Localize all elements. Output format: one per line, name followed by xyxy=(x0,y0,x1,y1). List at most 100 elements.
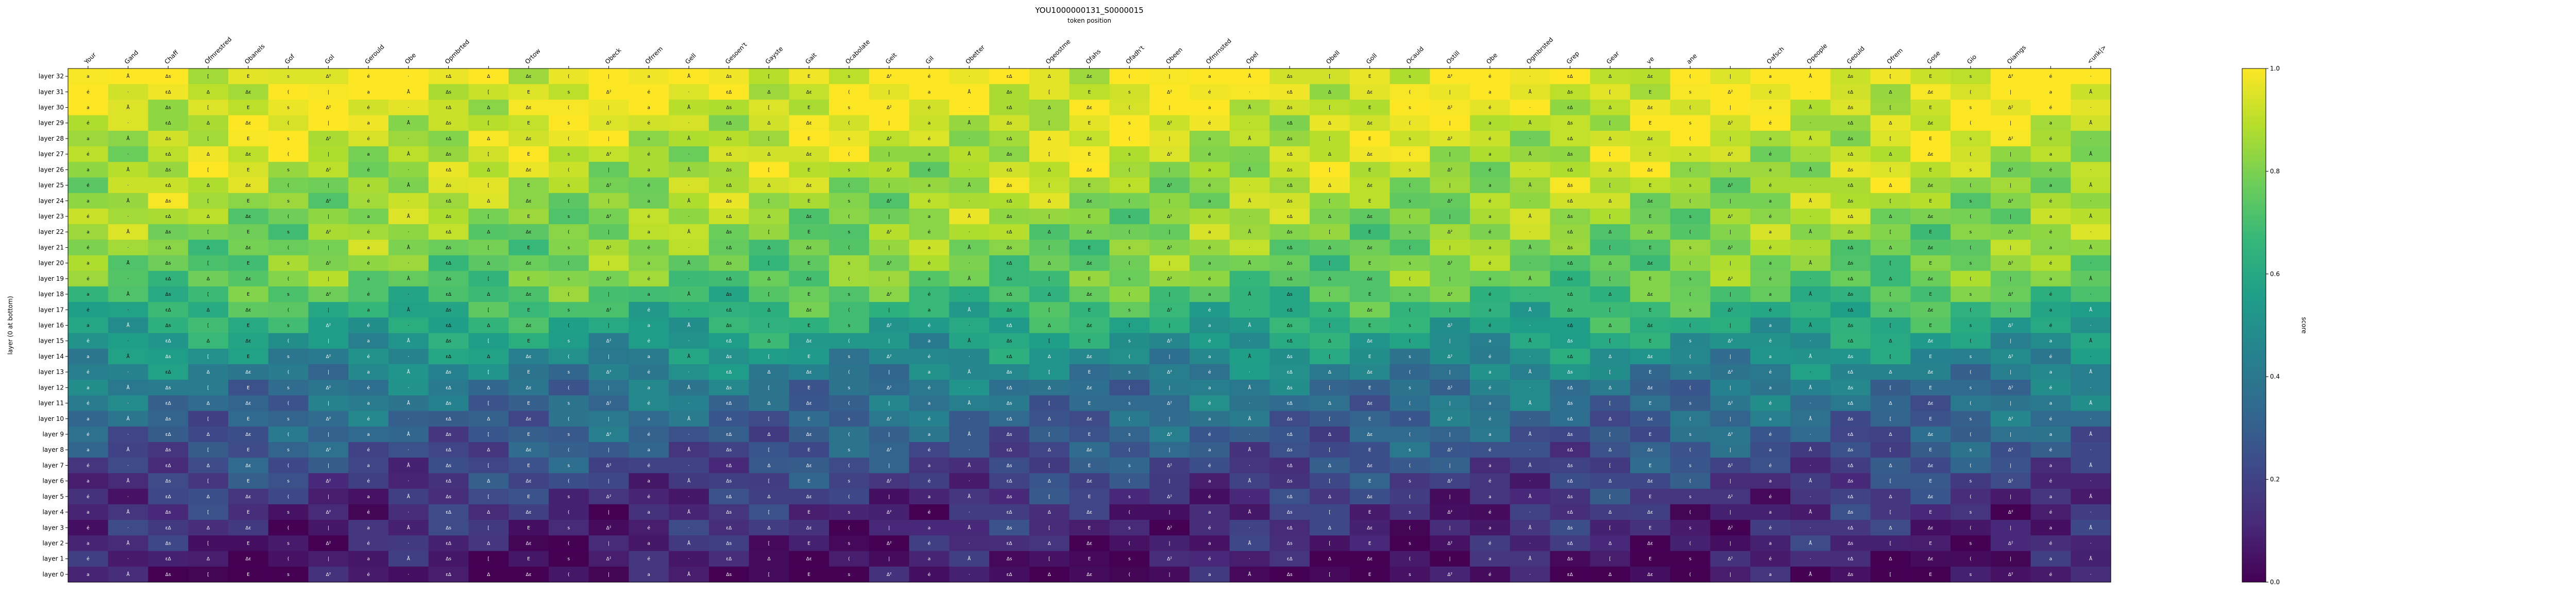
heatmap-cell-label: é xyxy=(1769,432,1772,437)
heatmap-cell xyxy=(1269,84,1310,100)
heatmap-cell xyxy=(108,177,149,194)
heatmap-cell-label: | xyxy=(1449,183,1451,189)
heatmap-cell-label: ( xyxy=(568,137,570,142)
heatmap-cell-label: ( xyxy=(1409,214,1411,219)
heatmap-cell-label: Δ xyxy=(767,370,771,375)
heatmap-cell-label: εΔ xyxy=(1287,308,1293,313)
heatmap-cell-label: Δs xyxy=(165,324,171,329)
heatmap-cell-label: Δε xyxy=(806,495,812,500)
heatmap-cell xyxy=(2030,302,2071,318)
heatmap-cell xyxy=(308,130,349,147)
heatmap-cell-label: a xyxy=(928,495,931,500)
heatmap-cell-label: [ xyxy=(488,557,490,562)
heatmap-cell-label: εΔ xyxy=(446,167,452,173)
heatmap-cell xyxy=(708,364,750,380)
heatmap-cell-label: εΔ xyxy=(1567,230,1573,235)
heatmap-cell xyxy=(108,348,149,365)
heatmap-cell-label: · xyxy=(1529,106,1531,111)
heatmap-cell-label: s xyxy=(1128,432,1131,437)
heatmap-cell-label: s xyxy=(1128,183,1131,189)
heatmap-cell-label: Å xyxy=(1248,384,1251,390)
heatmap-cell xyxy=(1550,364,1590,380)
heatmap-cell-label: ( xyxy=(287,277,290,282)
heatmap-cell-label: Δ xyxy=(1328,463,1332,468)
heatmap-cell-label: ( xyxy=(1689,137,1691,142)
heatmap-cell-label: Å xyxy=(1809,447,1812,453)
heatmap-cell xyxy=(749,240,790,256)
heatmap-cell-label: Δ² xyxy=(1447,385,1452,390)
heatmap-cell xyxy=(228,208,269,225)
heatmap-cell xyxy=(1750,162,1791,178)
heatmap-cell-label: s xyxy=(1409,199,1411,204)
heatmap-cell-label: · xyxy=(1249,308,1250,313)
heatmap-cell-label: a xyxy=(1208,324,1211,329)
heatmap-cell-label: é xyxy=(1488,292,1492,297)
heatmap-cell-label: [ xyxy=(1048,308,1050,313)
heatmap-cell xyxy=(308,286,349,302)
heatmap-cell xyxy=(1389,162,1430,178)
heatmap-cell-label: a xyxy=(648,572,651,577)
heatmap-cell-label: [ xyxy=(1048,245,1050,250)
heatmap-cell-label: | xyxy=(1730,230,1731,235)
heatmap-cell-label: E xyxy=(1649,121,1652,126)
heatmap-cell-label: Δs xyxy=(1007,245,1012,250)
heatmap-cell xyxy=(548,286,589,302)
heatmap-cell xyxy=(869,240,910,256)
heatmap-cell-label: | xyxy=(1730,572,1731,577)
heatmap-cell-label: s xyxy=(848,448,851,453)
heatmap-cell-label: Δ xyxy=(487,199,490,204)
heatmap-cell-label: a xyxy=(87,261,90,266)
heatmap-cell-label: s xyxy=(1970,199,1972,204)
heatmap-cell xyxy=(468,380,509,396)
heatmap-cell-label: é xyxy=(648,151,651,157)
heatmap-cell-label: ( xyxy=(848,277,850,282)
heatmap-cell xyxy=(1229,208,1270,225)
heatmap-cell-label: | xyxy=(608,417,609,422)
heatmap-cell-label: εΔ xyxy=(1287,245,1293,250)
heatmap-cell xyxy=(108,193,149,209)
heatmap-cell-label: · xyxy=(1809,183,1811,189)
heatmap-cell xyxy=(1310,208,1350,225)
heatmap-cell xyxy=(1670,240,1711,256)
heatmap-cell-label: | xyxy=(608,572,609,577)
heatmap-cell-label: Δ² xyxy=(606,370,612,375)
heatmap-cell xyxy=(1870,348,1911,365)
y-tick-label: layer 7 xyxy=(42,462,64,469)
heatmap-cell-label: Å xyxy=(968,524,971,531)
heatmap-cell-label: s xyxy=(567,401,570,406)
heatmap-cell xyxy=(2071,177,2111,194)
heatmap-cell-label: | xyxy=(1168,167,1170,173)
heatmap-cell-label: Δε xyxy=(526,572,532,577)
heatmap-cell-label: E xyxy=(1929,199,1932,204)
heatmap-cell-label: Δ² xyxy=(887,292,892,297)
heatmap-cell-label: | xyxy=(1449,90,1451,95)
heatmap-cell-label: εΔ xyxy=(1006,74,1012,79)
heatmap-cell-label: E xyxy=(1088,401,1091,406)
heatmap-cell-label: εΔ xyxy=(1006,572,1012,577)
heatmap-cell-label: a xyxy=(2049,90,2053,95)
heatmap-cell-label: Δs xyxy=(1848,106,1853,111)
heatmap-cell-label: Δ² xyxy=(606,308,612,313)
heatmap-cell-label: Δ xyxy=(1608,572,1612,577)
heatmap-cell-label: a xyxy=(2049,245,2053,250)
heatmap-cell-label: Å xyxy=(407,276,411,282)
heatmap-cell-label: Δ xyxy=(1889,308,1892,313)
heatmap-cell-label: Δs xyxy=(446,245,451,250)
heatmap-cell-label: · xyxy=(2090,261,2092,266)
heatmap-cell xyxy=(468,240,509,256)
heatmap-cell-label: E xyxy=(1649,401,1652,406)
heatmap-cell-label: εΔ xyxy=(446,74,452,79)
heatmap-cell-label: [ xyxy=(768,385,770,390)
y-tick-label: layer 16 xyxy=(39,322,64,329)
heatmap-cell-label: Δε xyxy=(1087,572,1092,577)
heatmap-cell-label: [ xyxy=(1048,525,1050,531)
heatmap-cell xyxy=(68,99,109,116)
heatmap-cell xyxy=(1590,130,1631,147)
heatmap-cell-label: é xyxy=(1769,463,1772,468)
heatmap-cell-label: Δs xyxy=(726,510,732,515)
heatmap-cell-label: a xyxy=(648,74,651,79)
heatmap-cell-label: a xyxy=(928,121,931,126)
heatmap-cell-label: εΔ xyxy=(1287,277,1293,282)
heatmap-cell-label: Δε xyxy=(1087,510,1092,515)
heatmap-cell-label: Δ² xyxy=(2008,199,2013,204)
